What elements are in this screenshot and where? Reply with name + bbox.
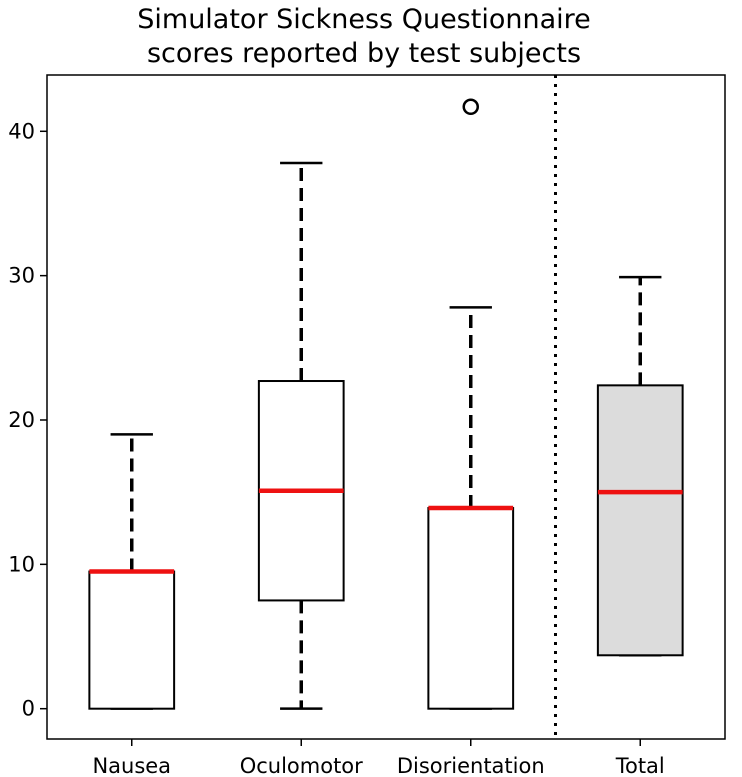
box-iqr: [596, 384, 684, 657]
x-tick-label: Oculomotor: [240, 754, 363, 777]
y-tick-label: 0: [22, 697, 35, 721]
outlier-point: [462, 98, 479, 116]
plot-frame: [46, 74, 726, 740]
chart-title-line-2: scores reported by test subjects: [147, 38, 581, 69]
plot-area: 0 10 20 30 40 Nausea Oculomotor Disorientation T…: [8, 74, 726, 777]
x-tick-label: Nausea: [92, 754, 171, 777]
y-tick-label: 10: [8, 552, 35, 576]
box-iqr: [427, 507, 515, 710]
y-tick-label: 20: [8, 408, 35, 432]
chart-title-line-1: Simulator Sickness Questionnaire: [137, 4, 591, 35]
box-iqr: [88, 570, 176, 710]
x-tick-label: Total: [615, 754, 665, 777]
x-tick-label: Disorientation: [397, 754, 545, 777]
y-tick-label: 40: [8, 119, 35, 143]
y-tick-label: 30: [8, 264, 35, 288]
